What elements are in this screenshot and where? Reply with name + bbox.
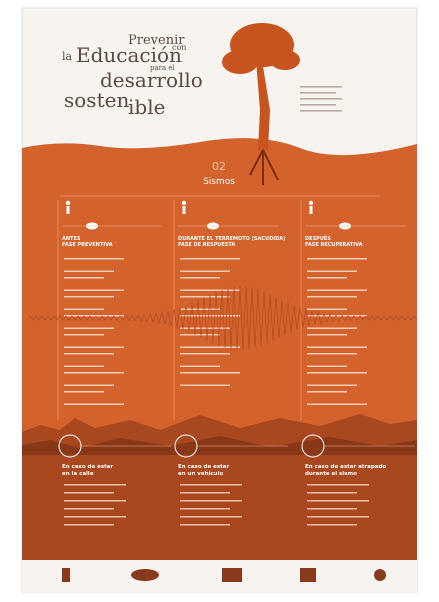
text-line <box>307 500 369 502</box>
text-line <box>307 328 357 330</box>
text-line <box>307 271 357 273</box>
person-icon <box>182 201 186 205</box>
text-line <box>307 277 347 279</box>
text-line <box>64 296 114 298</box>
text-line <box>300 92 336 94</box>
tree-crown <box>222 50 258 74</box>
title-word: ible <box>128 95 165 119</box>
text-line <box>64 484 126 486</box>
phase-heading: FASE PREVENTIVA <box>62 242 113 248</box>
logo <box>300 568 316 582</box>
text-line <box>307 385 357 387</box>
text-line <box>307 372 367 374</box>
text-line <box>64 334 104 336</box>
text-line <box>307 366 347 368</box>
logo <box>374 569 386 581</box>
phase-heading: FASE RECUPERATIVA <box>305 242 363 248</box>
phase-heading: DESPUÉS <box>305 234 331 242</box>
text-line <box>307 391 347 393</box>
poster: Prevenir con la Educación para el desarr… <box>0 0 439 602</box>
phase-heading: FASE DE RESPUESTA <box>178 242 235 248</box>
text-line <box>180 372 240 374</box>
text-line <box>64 309 104 311</box>
text-line <box>64 366 104 368</box>
text-line <box>300 104 336 106</box>
text-line <box>64 290 124 292</box>
text-line <box>307 508 357 510</box>
text-line <box>64 277 104 279</box>
text-line <box>180 492 230 494</box>
text-line <box>307 290 367 292</box>
title-word: sosten <box>64 88 129 112</box>
text-line <box>64 385 114 387</box>
text-line <box>307 258 367 260</box>
text-line <box>180 271 230 273</box>
person-icon <box>310 206 313 214</box>
text-line <box>180 353 230 355</box>
text-line <box>64 516 126 518</box>
text-line <box>64 508 114 510</box>
case-heading: en un vehículo <box>178 470 223 477</box>
text-line <box>180 258 240 260</box>
logo <box>62 568 70 582</box>
person-icon <box>66 201 70 205</box>
text-line <box>180 277 220 279</box>
text-line <box>64 391 104 393</box>
text-line <box>180 500 242 502</box>
text-line <box>307 347 367 349</box>
text-line <box>300 98 342 100</box>
text-line <box>64 315 124 317</box>
text-line <box>307 516 369 518</box>
tree-crown <box>270 50 300 70</box>
person-icon <box>67 206 70 214</box>
text-line <box>180 516 242 518</box>
text-line <box>180 334 220 336</box>
text-line <box>64 524 114 526</box>
case-heading: en la calle <box>62 471 94 477</box>
section-title: Sismos <box>203 177 235 187</box>
text-line <box>307 492 357 494</box>
text-line <box>180 524 230 526</box>
logo <box>131 569 159 581</box>
text-line <box>307 524 357 526</box>
logo-bar <box>22 560 417 592</box>
case-heading: En caso de estar <box>62 464 113 470</box>
text-line <box>64 404 124 406</box>
text-line <box>64 492 114 494</box>
text-line <box>180 290 240 292</box>
text-line <box>180 315 240 317</box>
text-line <box>64 372 124 374</box>
text-line <box>180 366 220 368</box>
person-icon <box>183 206 186 214</box>
text-line <box>64 271 114 273</box>
case-heading: En caso de estar atrapado <box>305 464 386 470</box>
text-line <box>64 347 124 349</box>
logo <box>222 568 242 582</box>
text-line <box>180 385 230 387</box>
section-number: 02 <box>212 160 226 173</box>
text-line <box>307 484 369 486</box>
text-line <box>307 353 357 355</box>
case-heading: En caso de estar <box>178 464 229 470</box>
text-line <box>180 309 220 311</box>
text-line <box>307 334 347 336</box>
text-line <box>64 500 126 502</box>
text-line <box>180 484 242 486</box>
text-line <box>64 353 114 355</box>
lower-band <box>22 414 417 560</box>
title-word: la <box>62 50 73 63</box>
text-line <box>180 508 230 510</box>
text-line <box>64 328 114 330</box>
person-icon <box>309 201 313 205</box>
text-line <box>180 328 230 330</box>
text-line <box>307 309 347 311</box>
text-line <box>300 110 342 112</box>
case-heading: durante el sismo <box>305 471 357 477</box>
text-line <box>307 404 367 406</box>
text-line <box>300 86 342 88</box>
text-line <box>307 296 357 298</box>
text-line <box>64 258 124 260</box>
